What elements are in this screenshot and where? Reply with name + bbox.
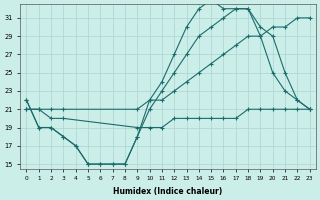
X-axis label: Humidex (Indice chaleur): Humidex (Indice chaleur) — [114, 187, 223, 196]
